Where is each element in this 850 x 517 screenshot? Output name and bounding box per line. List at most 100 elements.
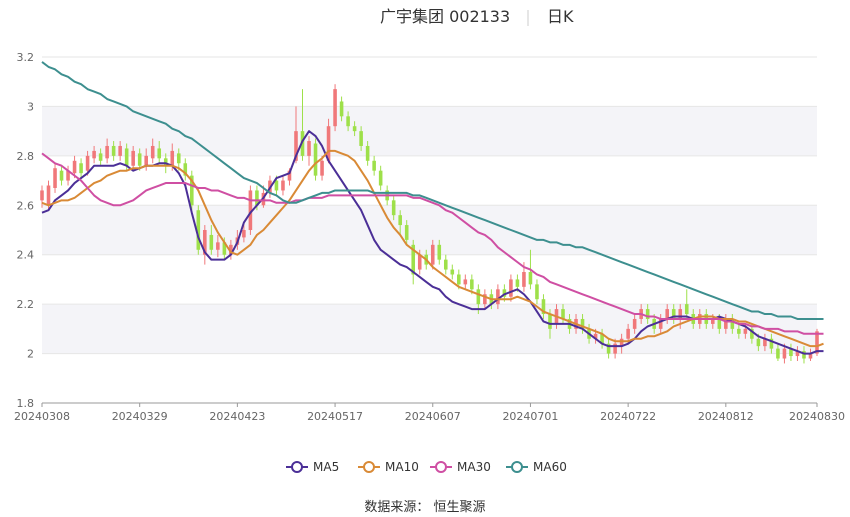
x-axis: 20240308 20240329 20240423 20240517 20240607… xyxy=(14,403,845,423)
candle-body xyxy=(118,145,122,156)
candle xyxy=(131,145,135,171)
candle xyxy=(98,148,103,166)
candle-body xyxy=(411,244,416,275)
candle-body xyxy=(658,318,663,329)
candle xyxy=(776,343,780,361)
candle-body xyxy=(450,269,455,275)
candle-body xyxy=(632,318,637,329)
data-source: 数据来源： 恒生聚源 xyxy=(364,500,485,515)
candle-body xyxy=(509,279,513,297)
candle xyxy=(450,264,455,280)
chart-header: 广宇集团 002133 日K xyxy=(380,7,574,26)
candle xyxy=(53,163,57,193)
candle-body xyxy=(163,158,168,166)
chart-legend: MA5 MA10 MA30 MA60 xyxy=(286,460,567,474)
legend-item-ma5[interactable]: MA5 xyxy=(286,460,339,474)
legend-label: MA10 xyxy=(385,460,419,474)
y-tick-label: 2.6 xyxy=(17,199,35,212)
legend-label: MA60 xyxy=(533,460,567,474)
candle-body xyxy=(222,242,227,255)
candle-body xyxy=(79,163,83,174)
candle xyxy=(189,170,194,211)
candle-body xyxy=(528,272,533,285)
legend-item-ma10[interactable]: MA10 xyxy=(358,460,419,474)
candle xyxy=(137,148,142,171)
y-tick-label: 2.8 xyxy=(17,150,35,163)
candle-body xyxy=(183,163,188,176)
candle xyxy=(437,239,442,265)
candle-body xyxy=(320,160,324,176)
candle-body xyxy=(430,244,435,265)
candle-body xyxy=(105,145,109,159)
candle xyxy=(111,141,116,161)
candle xyxy=(144,148,148,171)
x-tick-label: 20240308 xyxy=(14,410,70,423)
candle-body xyxy=(750,328,754,339)
candle-body xyxy=(678,309,683,319)
candle xyxy=(411,239,416,285)
candle-body xyxy=(255,190,259,206)
candle-body xyxy=(515,279,520,287)
candle xyxy=(59,165,64,186)
candle xyxy=(632,314,637,334)
candle xyxy=(352,121,357,137)
candle-body xyxy=(815,331,819,354)
candle xyxy=(658,314,663,334)
period-label: 日K xyxy=(547,7,574,26)
candle-body xyxy=(548,314,552,329)
candle-body xyxy=(483,294,487,305)
legend-marker xyxy=(435,461,447,473)
y-tick-label: 2 xyxy=(27,348,34,361)
candle xyxy=(763,333,767,352)
candle xyxy=(203,225,207,265)
candle-body xyxy=(476,289,481,305)
legend-marker xyxy=(363,461,375,473)
candle-body xyxy=(365,145,370,161)
x-tick-label: 20240812 xyxy=(698,410,754,423)
candle xyxy=(535,279,539,305)
candle-body xyxy=(743,328,748,334)
candle xyxy=(802,346,806,364)
candle-body xyxy=(326,126,331,161)
candle-body xyxy=(92,150,96,159)
candle-body xyxy=(437,244,442,260)
candle xyxy=(333,84,337,132)
candle xyxy=(483,289,487,310)
candle xyxy=(509,274,513,302)
candle xyxy=(378,165,383,191)
candle-body xyxy=(671,309,676,319)
legend-marker xyxy=(511,461,523,473)
candle xyxy=(242,222,246,243)
y-tick-label: 2.2 xyxy=(17,298,35,311)
candle-body xyxy=(144,155,148,166)
series-line-ma30 xyxy=(41,152,824,335)
candle-body xyxy=(802,351,806,359)
y-tick-label: 2.4 xyxy=(17,249,35,262)
candle xyxy=(619,333,624,354)
x-tick-label: 20240517 xyxy=(307,410,363,423)
candle-body xyxy=(645,309,650,319)
legend-item-ma60[interactable]: MA60 xyxy=(506,460,567,474)
candle-body xyxy=(170,150,175,166)
candle xyxy=(92,145,96,164)
candle xyxy=(730,314,735,334)
candle-body xyxy=(157,148,162,159)
legend-item-ma30[interactable]: MA30 xyxy=(430,460,491,474)
candle xyxy=(606,338,611,359)
candle-body xyxy=(593,333,598,339)
candle xyxy=(229,239,233,260)
candle-body xyxy=(606,343,611,354)
candle-body xyxy=(522,272,526,287)
candle xyxy=(430,239,435,270)
candle-body xyxy=(391,200,396,216)
candle-body xyxy=(176,153,181,164)
candle-body xyxy=(535,284,539,300)
chart-band xyxy=(42,304,817,354)
candle xyxy=(580,314,585,334)
candle xyxy=(645,304,650,324)
candle-body xyxy=(789,348,793,357)
candle xyxy=(496,284,500,310)
candle-body xyxy=(85,155,90,171)
candle-body xyxy=(717,318,722,329)
candle xyxy=(372,155,376,176)
